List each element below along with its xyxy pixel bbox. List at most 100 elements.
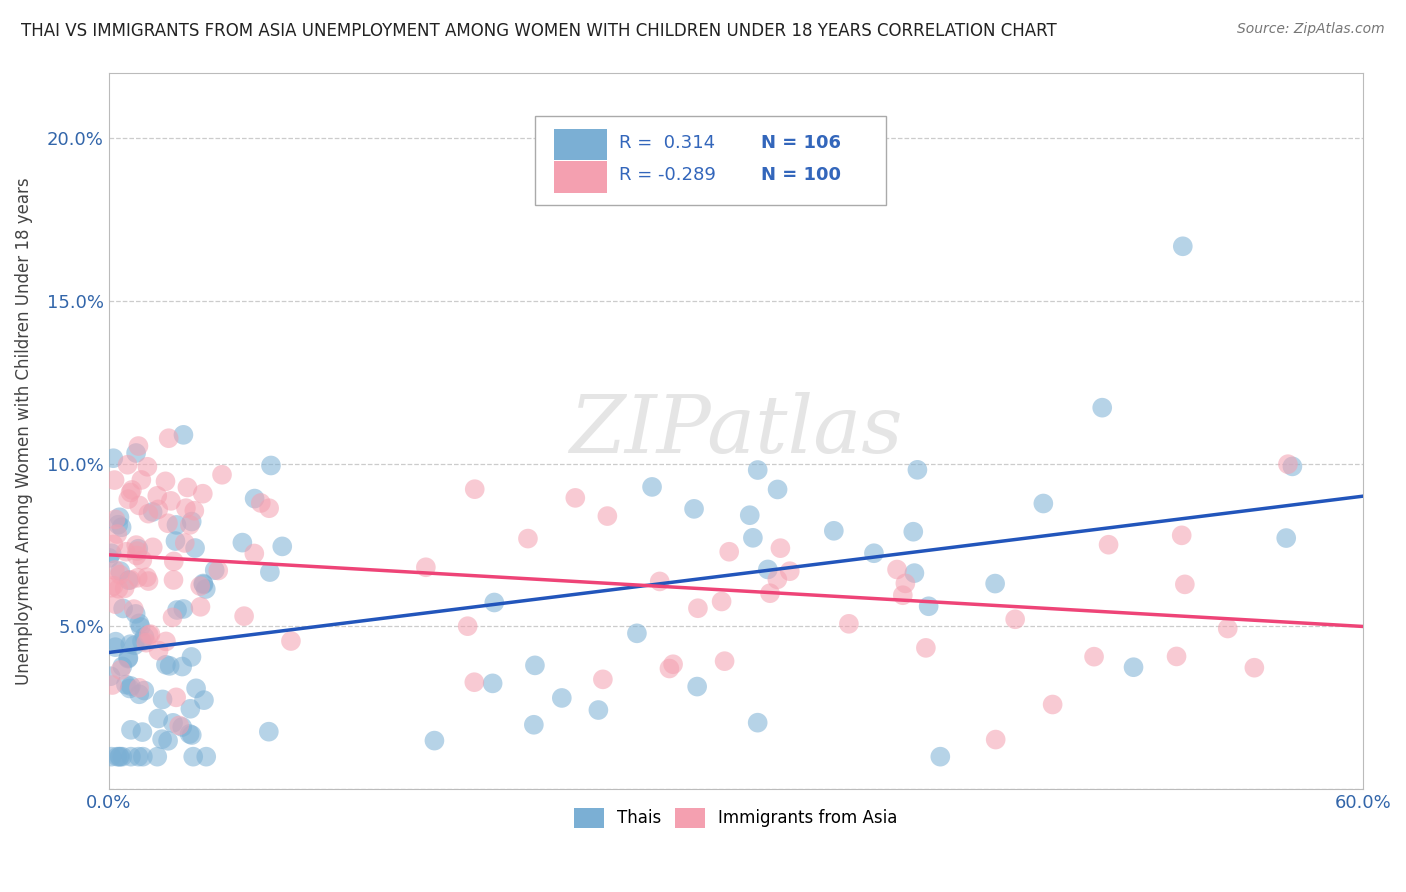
Point [162, 610, 184, 624]
Legend: Thais, Immigrants from Asia: Thais, Immigrants from Asia [567, 801, 904, 835]
Point [183, 504, 205, 518]
Point [101, 678, 124, 692]
Point [125, 446, 148, 460]
Point [127, 571, 149, 585]
Point [107, 582, 129, 596]
Point [1216, 622, 1239, 636]
Point [128, 681, 150, 695]
Point [1281, 459, 1303, 474]
Point [125, 549, 148, 563]
Point [174, 501, 197, 516]
Point [128, 749, 150, 764]
Point [108, 567, 131, 582]
Point [204, 563, 226, 577]
Point [103, 451, 125, 466]
Point [191, 486, 214, 500]
Point [271, 540, 294, 554]
Point [917, 599, 939, 614]
Point [100, 749, 122, 764]
Point [134, 683, 156, 698]
Point [159, 658, 181, 673]
Point [172, 602, 194, 616]
Point [165, 517, 187, 532]
Point [662, 657, 685, 672]
Point [181, 749, 204, 764]
Point [120, 679, 142, 693]
Point [122, 602, 145, 616]
Point [152, 692, 174, 706]
Point [120, 573, 142, 587]
Point [98, 550, 121, 565]
Point [157, 431, 180, 445]
Point [105, 749, 128, 764]
Point [165, 534, 187, 549]
Point [1097, 538, 1119, 552]
Point [984, 576, 1007, 591]
Point [259, 565, 281, 579]
Point [592, 673, 614, 687]
Point [132, 749, 155, 764]
Point [457, 619, 479, 633]
Point [863, 546, 886, 560]
Point [710, 594, 733, 608]
Point [886, 562, 908, 576]
Point [207, 564, 229, 578]
Point [167, 718, 190, 732]
Point [104, 634, 127, 648]
Point [124, 638, 146, 652]
Point [100, 546, 122, 560]
Point [128, 687, 150, 701]
FancyBboxPatch shape [554, 161, 606, 193]
Point [179, 727, 201, 741]
Point [125, 538, 148, 552]
Point [769, 541, 792, 556]
Point [756, 562, 779, 576]
Point [747, 463, 769, 477]
Point [121, 483, 143, 497]
Point [484, 595, 506, 609]
Point [118, 681, 141, 696]
Point [117, 650, 139, 665]
Point [146, 749, 169, 764]
Point [686, 601, 709, 615]
Point [108, 749, 131, 764]
Text: R =  0.314: R = 0.314 [619, 134, 716, 153]
Point [1243, 661, 1265, 675]
Text: Source: ZipAtlas.com: Source: ZipAtlas.com [1237, 22, 1385, 37]
FancyBboxPatch shape [536, 116, 886, 205]
Point [1277, 457, 1299, 471]
Point [110, 663, 132, 677]
Point [108, 564, 131, 578]
Point [929, 749, 952, 764]
Point [718, 545, 741, 559]
Point [1275, 531, 1298, 545]
Point [165, 690, 187, 705]
Point [194, 582, 217, 596]
Point [163, 554, 186, 568]
Point [894, 576, 917, 591]
Point [131, 473, 153, 487]
Point [626, 626, 648, 640]
Point [117, 651, 139, 665]
Point [233, 609, 256, 624]
Point [1174, 577, 1197, 591]
Point [766, 572, 789, 586]
Point [260, 458, 283, 473]
Point [138, 507, 160, 521]
Point [157, 733, 180, 747]
Point [120, 723, 142, 737]
Point [179, 702, 201, 716]
Point [148, 643, 170, 657]
Point [180, 515, 202, 529]
Point [117, 458, 139, 472]
Point [738, 508, 761, 523]
Point [551, 690, 574, 705]
Point [415, 560, 437, 574]
Point [131, 553, 153, 567]
Point [156, 516, 179, 531]
Point [523, 718, 546, 732]
Point [1042, 698, 1064, 712]
Point [564, 491, 586, 505]
Point [138, 628, 160, 642]
Y-axis label: Unemployment Among Women with Children Under 18 years: Unemployment Among Women with Children U… [15, 178, 32, 685]
